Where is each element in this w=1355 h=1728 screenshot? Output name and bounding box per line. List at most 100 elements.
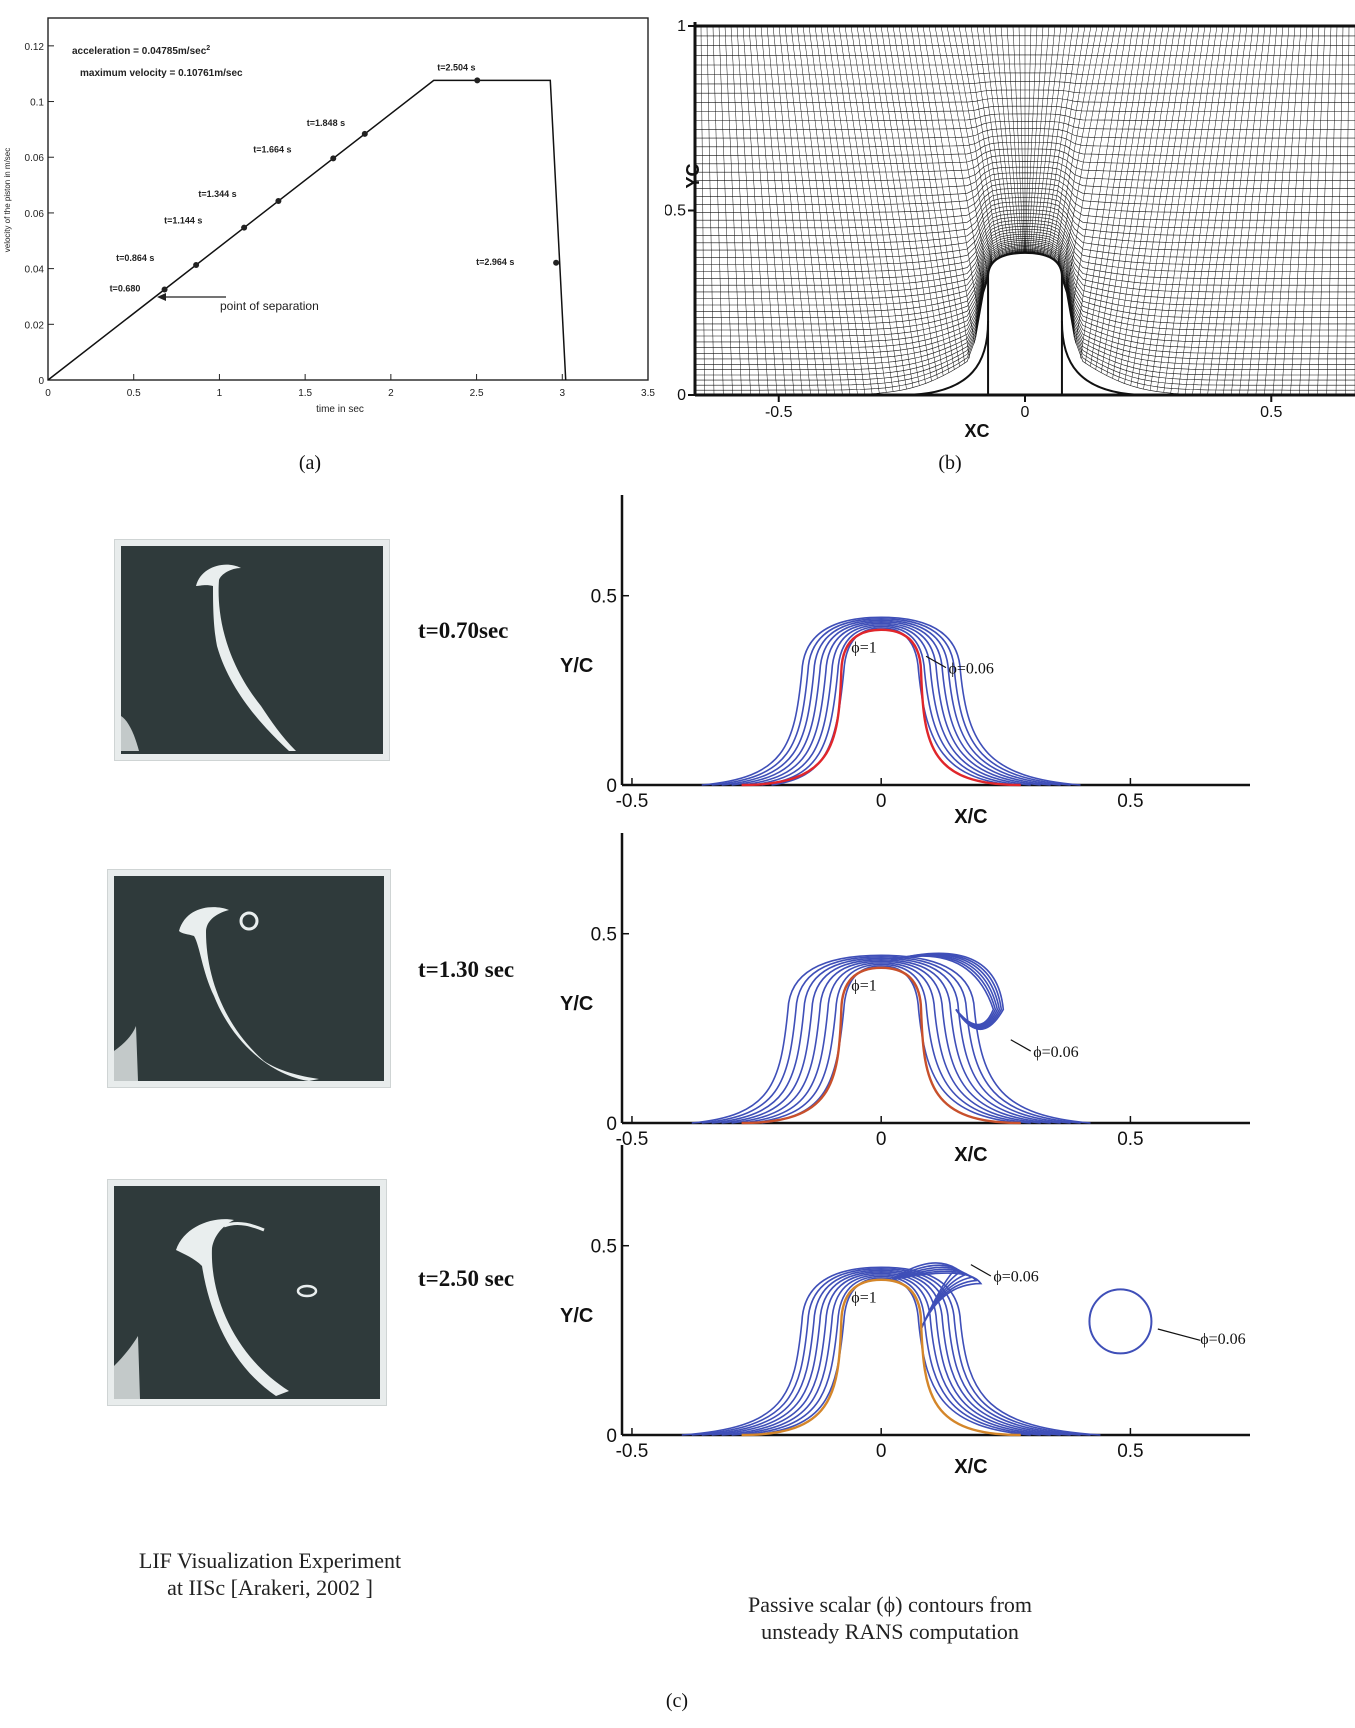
lif-caption-line-1: LIF Visualization Experiment xyxy=(138,1548,402,1573)
contour-xlabel: X/C xyxy=(954,806,987,828)
data-point xyxy=(241,224,248,231)
mesh-y-tick-label: 0.5 xyxy=(665,203,686,220)
contour-line xyxy=(761,965,1021,1124)
contour-line xyxy=(741,1275,1041,1436)
x-tick-label: 3.5 xyxy=(641,388,655,399)
contour-line xyxy=(751,963,1031,1124)
contour-phi-inner-label: ϕ=1 xyxy=(851,640,876,657)
contour-subplot-1: -0.5 0 0.500.5X/CY/Cϕ=1ϕ=0.06 xyxy=(560,495,1250,828)
contour-line xyxy=(701,1269,1081,1436)
velocity-plot-frame xyxy=(47,17,649,381)
mesh-chart: -0.5 0 0.5 0 0.5 1 XC YC xyxy=(665,18,1355,441)
velocity-series-line xyxy=(47,79,567,381)
contour-x-tick-label: 0 xyxy=(876,1441,887,1462)
mesh-body xyxy=(987,251,1063,396)
data-point xyxy=(275,197,282,204)
mesh-fillet-left xyxy=(901,321,990,396)
contour-label-arrow xyxy=(1010,1039,1032,1052)
contour-x-tick-label: -0.5 xyxy=(616,1129,649,1150)
contour-chart: -0.5 0 0.500.5X/CY/Cϕ=1ϕ=0.06-0.5 0 0.500.5X… xyxy=(560,495,1250,1478)
contour-y-tick-label: 0.5 xyxy=(591,1237,617,1258)
contour-x-tick-label: 0.5 xyxy=(1117,1441,1143,1462)
contour-line xyxy=(731,1274,1051,1436)
contour-label-arrow xyxy=(925,655,947,669)
data-point xyxy=(553,259,560,266)
contour-phi-inner-label: ϕ=1 xyxy=(851,1290,876,1307)
separation-arrowhead xyxy=(157,293,166,301)
separation-label: point of separation xyxy=(220,299,319,313)
contour-line xyxy=(701,956,1081,1124)
contour-label-arrow xyxy=(970,1264,992,1277)
contour-xlabel: X/C xyxy=(954,1144,987,1166)
contour-line xyxy=(701,616,1081,786)
x-tick-label: 1 xyxy=(217,388,223,399)
contour-y-tick-label: 0 xyxy=(606,776,617,797)
contour-line xyxy=(741,962,1041,1124)
contour-line xyxy=(711,618,1071,786)
contour-ylabel: Y/C xyxy=(560,1305,593,1327)
mesh-x-tick-label: -0.5 xyxy=(765,404,793,421)
contour-wake-line xyxy=(891,1272,983,1330)
y-tick-label: 0.1 xyxy=(30,98,44,109)
shed-vortex-contour xyxy=(1088,1288,1153,1355)
data-point-label: t=0.680 xyxy=(110,284,141,294)
data-point-label: t=2.504 s xyxy=(437,62,475,72)
mesh-y-tick-label: 1 xyxy=(677,18,686,35)
x-tick-label: 3 xyxy=(560,388,566,399)
contour-line xyxy=(751,1277,1031,1436)
contour-subplot-3: -0.5 0 0.500.5X/CY/Cϕ=0.06ϕ=1ϕ=0.06 xyxy=(560,1145,1250,1478)
contour-line xyxy=(711,1271,1071,1436)
contour-phi-inner-label: ϕ=1 xyxy=(851,978,876,995)
lif-caption-line-2: at IISc [Arakeri, 2002 ] xyxy=(167,1575,373,1600)
velocity-annotation-accel: acceleration = 0.04785m/sec2 xyxy=(72,45,210,57)
contour-line xyxy=(721,619,1061,786)
mesh-ylabel: YC xyxy=(683,163,703,188)
contour-line xyxy=(731,960,1051,1124)
body-outline xyxy=(741,966,1021,1125)
contour-x-tick-label: 0 xyxy=(876,1129,887,1150)
caption-b: (b) xyxy=(938,452,962,474)
data-point xyxy=(474,77,481,84)
contour-y-tick-label: 0.5 xyxy=(591,587,617,608)
vortex-phi-label: ϕ=0.06 xyxy=(1200,1331,1245,1348)
body-outline xyxy=(741,628,1021,787)
contour-line xyxy=(721,959,1061,1124)
rans-caption: Passive scalar (ϕ) contours from unstead… xyxy=(680,1591,1100,1645)
lif-caption: LIF Visualization Experiment at IISc [Ar… xyxy=(100,1547,440,1601)
velocity-ylabel: velocity of the piston in m/sec xyxy=(3,148,12,253)
velocity-annotation-max: maximum velocity = 0.10761m/sec xyxy=(80,68,243,79)
contour-x-tick-label: -0.5 xyxy=(616,1441,649,1462)
contour-subplot-2: -0.5 0 0.500.5X/CY/Cϕ=1ϕ=0.06 xyxy=(560,833,1250,1166)
contour-ylabel: Y/C xyxy=(560,993,593,1015)
contour-y-tick-label: 0.5 xyxy=(591,925,617,946)
contour-phi-outer-label: ϕ=0.06 xyxy=(993,1269,1038,1286)
contour-x-tick-label: 0.5 xyxy=(1117,791,1143,812)
contour-roll-line xyxy=(890,952,1005,1030)
mesh-x-tick-label: 0 xyxy=(1021,404,1030,421)
contour-line xyxy=(691,1268,1091,1436)
data-point-label: t=1.664 s xyxy=(253,144,291,154)
contour-phi-outer-label: ϕ=0.06 xyxy=(948,660,993,677)
contour-line xyxy=(731,621,1051,786)
contour-phi-outer-label: ϕ=0.06 xyxy=(1033,1044,1078,1061)
contour-x-tick-label: -0.5 xyxy=(616,791,649,812)
x-tick-label: 2.5 xyxy=(470,388,484,399)
y-tick-label: 0.06 xyxy=(25,153,45,164)
contour-y-tick-label: 0 xyxy=(606,1114,617,1135)
x-tick-label: 0 xyxy=(45,388,51,399)
data-point xyxy=(361,130,368,137)
contour-line xyxy=(691,954,1091,1124)
contour-line xyxy=(721,1272,1061,1436)
vortex-label-arrow xyxy=(1157,1328,1201,1341)
time-label-1: t=0.70sec xyxy=(418,618,509,643)
y-tick-label: 0.04 xyxy=(25,265,45,276)
data-point-label: t=1.344 s xyxy=(198,189,236,199)
x-tick-label: 2 xyxy=(388,388,394,399)
contour-xlabel: X/C xyxy=(954,1456,987,1478)
rans-caption-line-1: Passive scalar (ϕ) contours from xyxy=(747,1592,1033,1617)
contour-line xyxy=(741,622,1041,786)
contour-line xyxy=(711,957,1071,1124)
time-label-2: t=1.30 sec xyxy=(418,957,515,982)
contour-y-tick-label: 0 xyxy=(606,1426,617,1447)
contour-x-tick-label: 0.5 xyxy=(1117,1129,1143,1150)
